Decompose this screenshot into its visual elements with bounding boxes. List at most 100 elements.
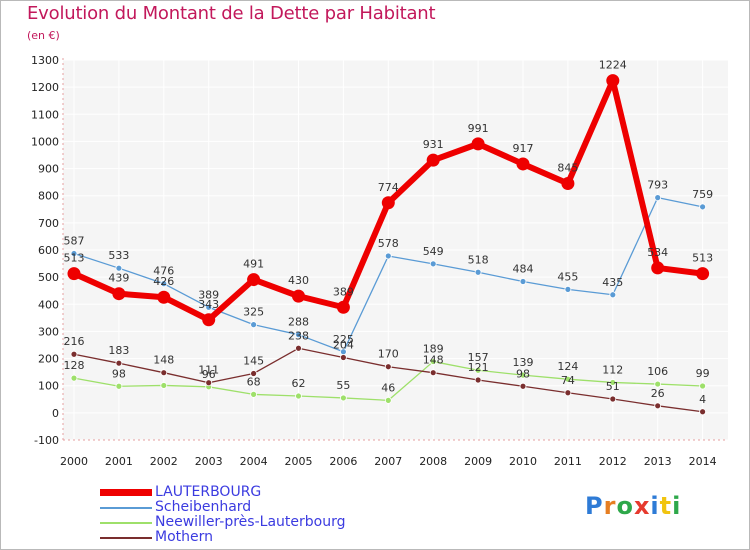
data-label: 518 <box>468 253 489 266</box>
data-point <box>474 268 482 276</box>
legend-label-lauterbourg: LAUTERBOURG <box>155 484 262 500</box>
data-label: 170 <box>378 348 399 361</box>
y-tick-label: 800 <box>38 190 59 203</box>
logo-letter: r <box>603 492 617 520</box>
logo-letter: i <box>650 492 660 520</box>
data-label: 455 <box>557 270 578 283</box>
data-point <box>471 137 485 151</box>
data-point <box>250 390 258 398</box>
data-label: 112 <box>602 363 623 376</box>
x-tick-label: 2013 <box>644 455 672 468</box>
data-point <box>519 382 527 390</box>
data-label: 439 <box>108 272 129 285</box>
data-point <box>115 359 123 367</box>
data-label: 389 <box>198 288 219 301</box>
data-point <box>339 354 347 361</box>
legend-swatch-neewiller <box>100 522 152 524</box>
data-point <box>474 376 482 384</box>
x-tick-label: 2014 <box>689 455 717 468</box>
y-tick-label: -100 <box>34 434 59 447</box>
data-label: 148 <box>423 354 444 367</box>
data-label: 931 <box>423 138 444 151</box>
data-point <box>384 396 392 404</box>
logo-letter: t <box>659 492 673 520</box>
data-label: 288 <box>288 316 309 329</box>
data-label: 51 <box>606 380 620 393</box>
data-label: 578 <box>378 237 399 250</box>
data-label: 917 <box>513 142 534 155</box>
logo-letter: o <box>616 492 634 520</box>
data-point <box>384 252 392 260</box>
data-point <box>247 273 261 287</box>
data-label: 98 <box>516 367 530 380</box>
data-point <box>115 264 123 272</box>
x-tick-label: 2007 <box>374 455 402 468</box>
data-label: 549 <box>423 245 444 258</box>
data-label: 68 <box>247 375 261 388</box>
data-label: 491 <box>243 258 264 271</box>
data-point <box>202 313 216 327</box>
y-tick-label: 1100 <box>31 108 59 121</box>
x-tick-label: 2000 <box>60 455 88 468</box>
y-tick-label: 1000 <box>31 135 59 148</box>
y-tick-label: 1200 <box>31 81 59 94</box>
data-label: 121 <box>468 361 489 374</box>
data-label: 759 <box>692 188 713 201</box>
data-point <box>519 371 527 379</box>
y-tick-label: 900 <box>38 163 59 176</box>
data-label: 111 <box>198 364 219 377</box>
data-point <box>654 380 662 388</box>
data-label: 587 <box>64 235 85 248</box>
chart-title: Evolution du Montant de la Dette par Hab… <box>27 3 436 24</box>
data-point <box>654 402 662 410</box>
data-label: 1224 <box>599 59 627 72</box>
data-label: 325 <box>243 306 264 319</box>
data-label: 534 <box>647 246 668 259</box>
data-point <box>70 374 78 382</box>
data-point <box>426 153 440 167</box>
logo-letter: i <box>672 492 682 520</box>
data-point <box>609 291 617 299</box>
y-tick-label: 600 <box>38 244 59 257</box>
data-label: 513 <box>64 252 85 265</box>
data-point <box>606 74 620 88</box>
data-label: 99 <box>696 367 710 380</box>
data-label: 145 <box>243 355 264 368</box>
data-point <box>295 331 302 339</box>
data-label: 476 <box>153 265 174 278</box>
data-label: 124 <box>557 360 578 373</box>
data-label: 26 <box>651 387 665 400</box>
data-point <box>429 369 437 377</box>
data-label: 139 <box>513 356 534 369</box>
data-point <box>160 280 168 288</box>
data-point <box>160 382 168 389</box>
data-label: 4 <box>699 393 706 406</box>
data-label: 128 <box>64 359 85 372</box>
data-point <box>292 289 305 303</box>
data-label: 183 <box>108 344 129 357</box>
x-tick-label: 2006 <box>329 455 357 468</box>
x-tick-label: 2009 <box>464 455 492 468</box>
data-label: 55 <box>336 379 350 392</box>
data-point <box>67 267 81 281</box>
x-tick-label: 2002 <box>150 455 178 468</box>
data-point <box>654 194 662 202</box>
data-point <box>651 261 665 275</box>
data-label: 533 <box>108 249 129 262</box>
data-point <box>561 177 575 190</box>
data-label: 793 <box>647 179 668 192</box>
data-point <box>70 350 78 358</box>
data-label: 484 <box>513 262 534 275</box>
x-tick-label: 2004 <box>240 455 268 468</box>
data-point <box>429 358 437 365</box>
data-point <box>381 196 395 210</box>
data-point <box>609 379 617 386</box>
x-tick-label: 2001 <box>105 455 133 468</box>
data-point <box>115 382 123 390</box>
x-tick-label: 2011 <box>554 455 582 468</box>
data-point <box>157 290 171 304</box>
unit-label: (en €) <box>27 29 60 42</box>
data-label: 62 <box>292 377 306 390</box>
data-point <box>516 157 530 171</box>
data-label: 389 <box>333 285 354 298</box>
